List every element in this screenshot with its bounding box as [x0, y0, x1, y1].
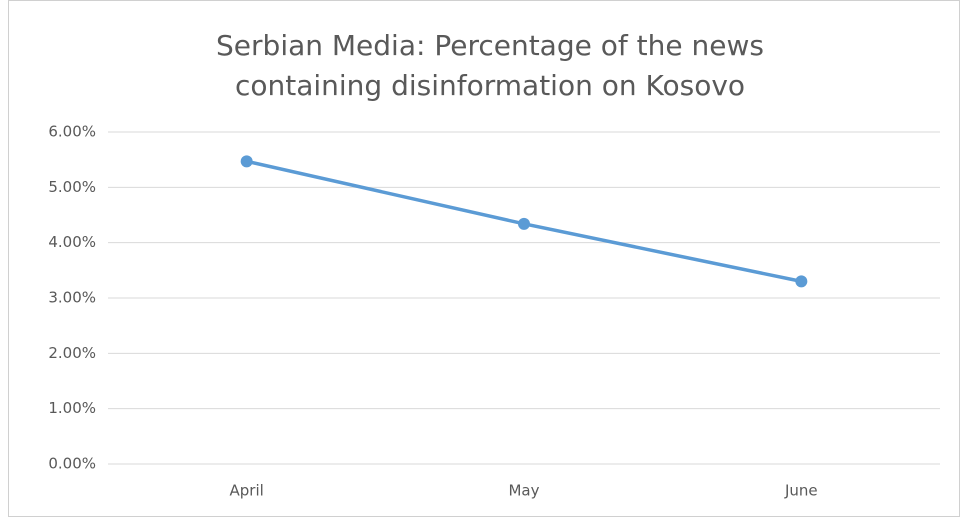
- y-tick-label: 6.00%: [48, 123, 96, 141]
- y-tick-label: 4.00%: [48, 233, 96, 251]
- y-tick-label: 3.00%: [48, 289, 96, 307]
- y-tick-label: 5.00%: [48, 178, 96, 196]
- chart-title: Serbian Media: Percentage of the news co…: [216, 29, 764, 102]
- y-tick-label: 2.00%: [48, 344, 96, 362]
- y-tick-label: 1.00%: [48, 399, 96, 417]
- x-tick-label: June: [784, 482, 818, 500]
- data-point: [795, 275, 808, 288]
- data-point: [518, 217, 530, 230]
- y-tick-label: 0.00%: [48, 455, 96, 473]
- x-tick-label: April: [230, 482, 264, 500]
- data-point: [240, 155, 253, 168]
- chart-border: [8, 0, 960, 517]
- x-tick-label: May: [508, 482, 539, 500]
